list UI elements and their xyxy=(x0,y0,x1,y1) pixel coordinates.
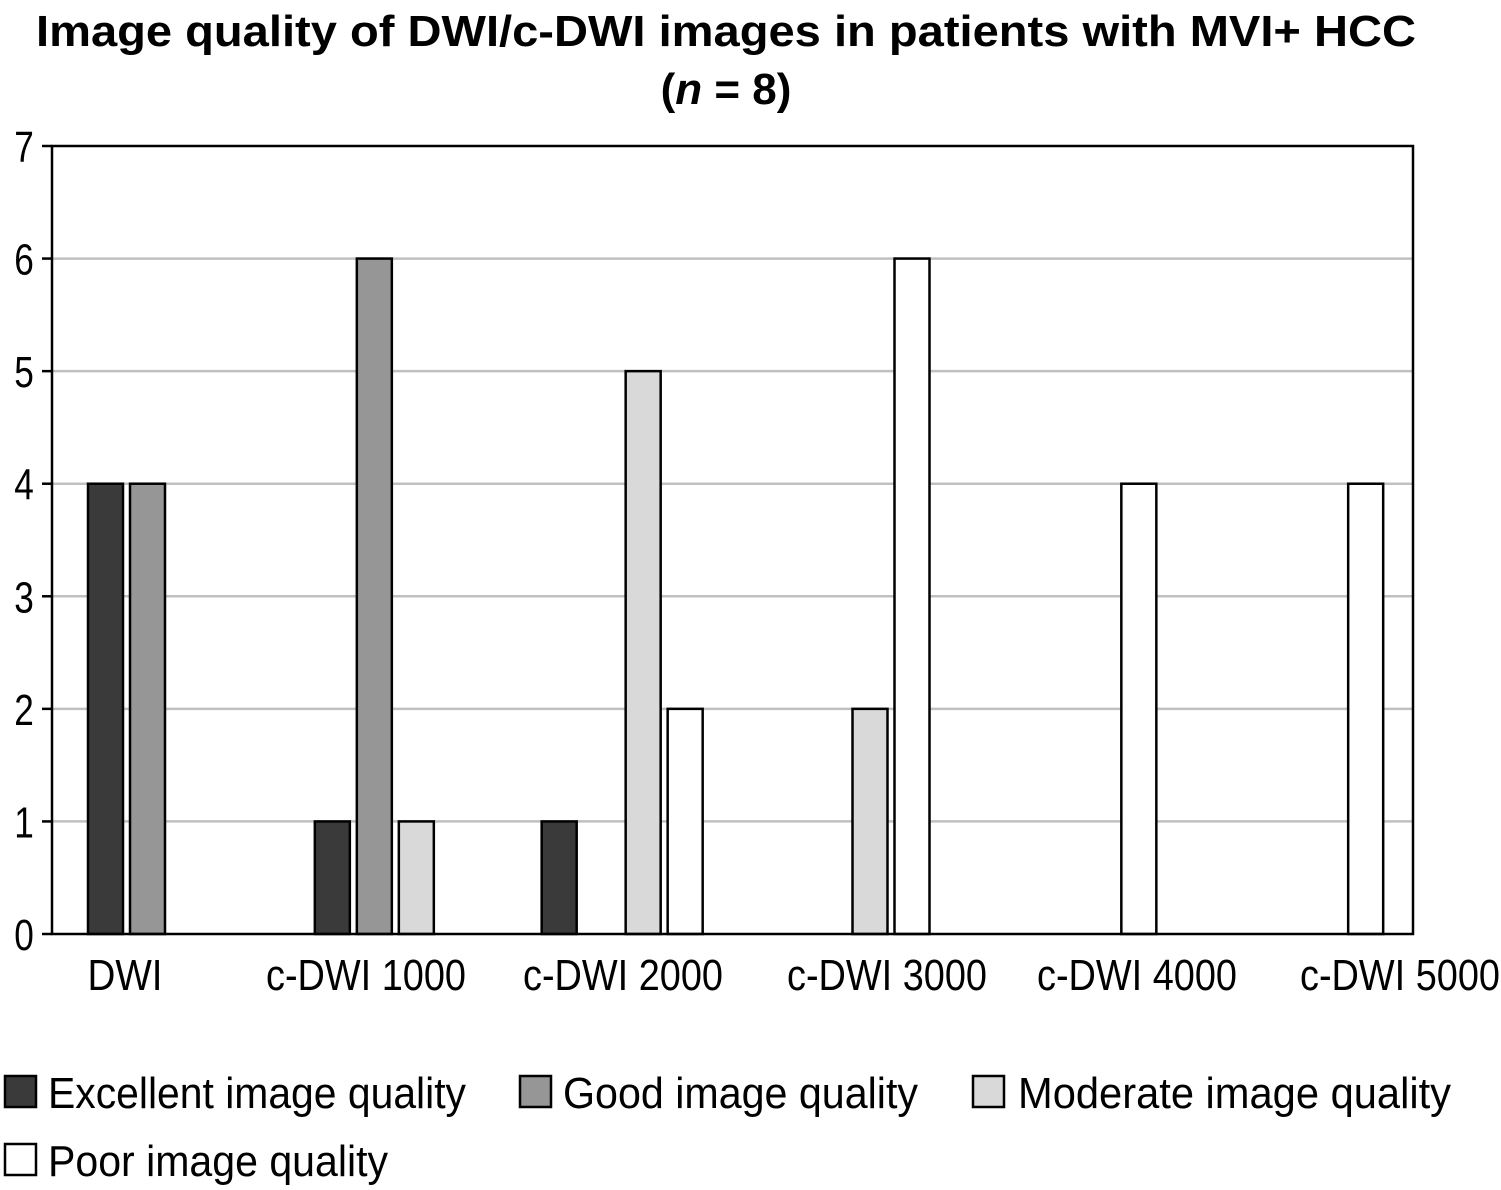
bar xyxy=(355,257,394,936)
legend-label: Poor image quality xyxy=(48,1137,388,1186)
bar xyxy=(1120,482,1158,936)
y-tick-label: 3 xyxy=(14,574,34,623)
y-tick-label: 2 xyxy=(14,686,34,735)
chart-title-line2: (n = 8) xyxy=(661,65,792,114)
bar xyxy=(893,257,931,936)
legend-label: Good image quality xyxy=(563,1069,918,1118)
x-tick-label: c-DWI 2000 xyxy=(523,951,723,1000)
x-tick-label: DWI xyxy=(88,951,163,1000)
legend: Excellent image quality Good image qualit… xyxy=(3,1069,1451,1186)
x-axis: DWI c-DWI 1000 c-DWI 2000 c-DWI 3000 c-DWI 4… xyxy=(88,951,1501,1000)
bar xyxy=(540,820,578,936)
y-tick-label: 0 xyxy=(14,911,34,960)
legend-swatch xyxy=(971,1074,1006,1109)
x-tick-label: c-DWI 1000 xyxy=(266,951,466,1000)
legend-label: Excellent image quality xyxy=(48,1069,466,1118)
legend-swatch xyxy=(3,1142,38,1177)
y-tick-label: 7 xyxy=(14,123,34,172)
bar xyxy=(313,820,352,936)
bar xyxy=(851,707,889,936)
y-tick-label: 5 xyxy=(14,348,34,397)
legend-swatch xyxy=(518,1074,553,1109)
y-tick-label: 6 xyxy=(14,236,34,285)
legend-swatch xyxy=(3,1074,38,1109)
bars xyxy=(86,257,1385,936)
bar xyxy=(397,820,436,936)
y-tick-label: 1 xyxy=(14,799,34,848)
x-tick-label: c-DWI 4000 xyxy=(1037,951,1237,1000)
y-axis: 0 1 2 3 4 5 6 7 xyxy=(14,123,52,960)
bar xyxy=(128,482,167,936)
chart-title-line1: Image quality of DWI/c-DWI images in pat… xyxy=(36,7,1416,56)
legend-label: Moderate image quality xyxy=(1018,1069,1451,1118)
plot-area-border xyxy=(50,144,1415,936)
x-tick-label: c-DWI 5000 xyxy=(1300,951,1500,1000)
bar xyxy=(1346,482,1385,936)
gridlines xyxy=(52,257,1413,823)
bar xyxy=(86,482,125,936)
y-tick-label: 4 xyxy=(14,461,34,510)
bar xyxy=(624,369,662,936)
x-tick-label: c-DWI 3000 xyxy=(787,951,987,1000)
bar xyxy=(666,707,704,936)
